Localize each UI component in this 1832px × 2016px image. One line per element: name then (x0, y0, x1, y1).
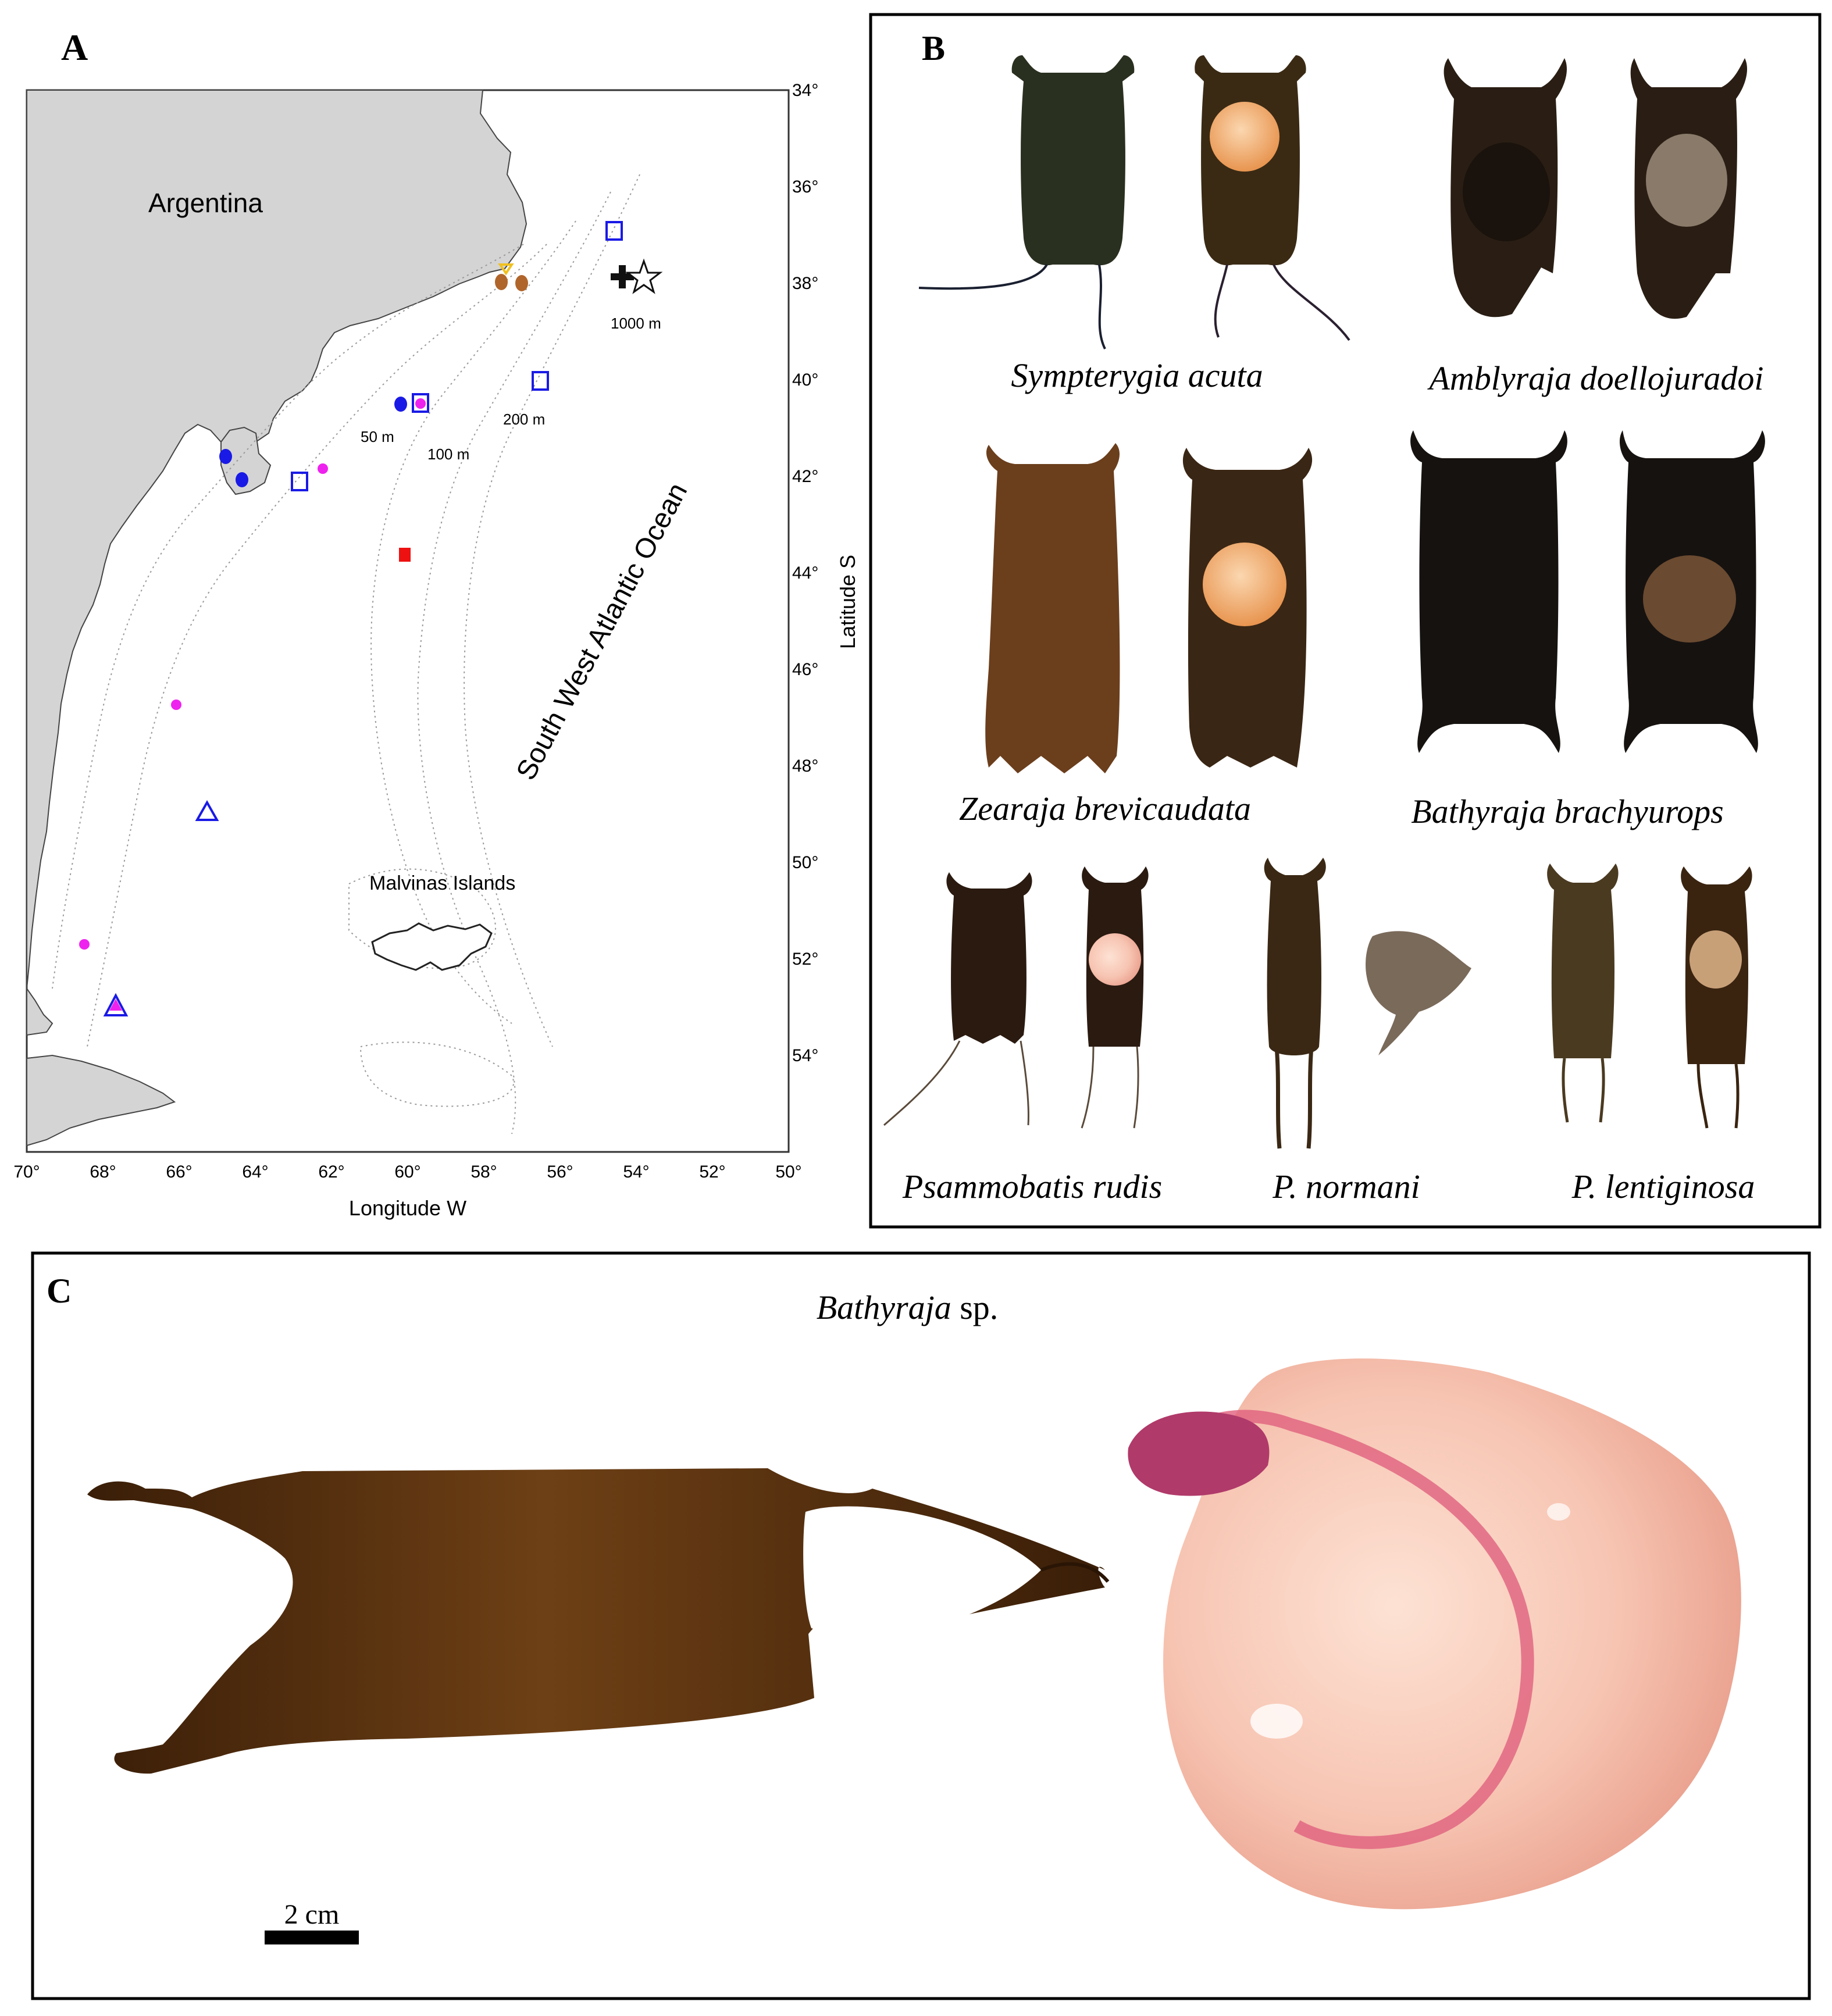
marker-magenta-triangle (109, 999, 122, 1011)
lat-tick: 40° (792, 370, 818, 390)
marker-magenta-dot (318, 463, 328, 474)
embryo-p-normani (1366, 931, 1471, 1055)
tierra-del-fuego (26, 1054, 176, 1147)
species-label-psammobatis-rudis: Psammobatis rudis (902, 1168, 1162, 1205)
panel-a-label: A (61, 27, 88, 68)
marker-magenta-dot (415, 398, 426, 409)
lon-tick: 68° (90, 1162, 116, 1182)
lat-tick: 48° (792, 757, 818, 776)
lon-tick: 70° (13, 1162, 40, 1182)
marker-blue-square (291, 472, 308, 491)
malvinas-islands (371, 922, 493, 971)
isobath-label-200: 200 m (503, 411, 545, 428)
marker-star (625, 258, 663, 294)
lat-tick: 54° (792, 1046, 818, 1065)
lat-tick: 46° (792, 660, 818, 679)
capsule-zearaja-open (1182, 448, 1313, 768)
scale-bar-label: 2 cm (284, 1899, 340, 1930)
isobath-label-50: 50 m (361, 428, 394, 445)
marker-red-square (399, 548, 411, 562)
marker-blue-dot (394, 397, 407, 412)
capsule-edge (1040, 1562, 1110, 1583)
latitude-ticks: 34° 36° 38° 40° 42° 44° 46° 48° 50° 52° … (792, 81, 818, 1065)
species-label-p-normani: P. normani (1272, 1168, 1420, 1205)
longitude-ticks: 70° 68° 66° 64° 62° 60° 58° 56° 54° 52° … (13, 1162, 801, 1182)
species-label-sympterygia: Sympterygia acuta (1011, 356, 1263, 394)
islands-label: Malvinas Islands (369, 872, 515, 894)
capsule-bathyraja-b-open (1619, 430, 1765, 753)
capsule-psammobatis-rudis-open (1081, 866, 1149, 1129)
isobath-label-100: 100 m (427, 445, 469, 463)
species-label-p-lentiginosa: P. lentiginosa (1571, 1168, 1755, 1205)
capsule-p-lentiginosa-open (1681, 866, 1752, 1129)
lon-tick: 52° (699, 1162, 725, 1182)
marker-blue-dot (236, 472, 248, 487)
panel-b: B Sympterygia acuta Amblyraja doellojura… (869, 13, 1822, 1229)
panel-c: C Bathyraja sp. 2 cm (31, 1251, 1811, 2000)
lon-tick: 62° (318, 1162, 344, 1182)
y-axis-title: Latitude S (836, 555, 860, 649)
marker-magenta-dot (171, 700, 181, 710)
x-axis-title: Longitude W (349, 1196, 466, 1220)
lat-tick: 44° (792, 563, 818, 583)
isobath-label-1000: 1000 m (611, 315, 661, 332)
lat-tick: 50° (792, 853, 818, 872)
species-label-bathyraja-brachyurops: Bathyraja brachyurops (1411, 793, 1724, 830)
lon-tick: 56° (547, 1162, 573, 1182)
panel-a: A Argentina Malvinas Islands South West … (13, 27, 860, 1220)
map-markers (79, 221, 663, 1016)
strait-coast (26, 986, 54, 1036)
lon-tick: 60° (394, 1162, 420, 1182)
scale-bar (265, 1931, 359, 1944)
species-label-amblyraja: Amblyraja doellojuradoi (1427, 359, 1763, 397)
capsule-opening (803, 1506, 1041, 1635)
marker-blue-triangle (195, 800, 219, 821)
marker-blue-triangle (103, 993, 129, 1016)
bathyraja-yolk (1128, 1358, 1741, 1910)
marker-magenta-dot (79, 939, 90, 950)
capsule-p-normani (1264, 858, 1326, 1149)
capsule-sympterygia-open (1195, 55, 1350, 341)
lat-tick: 38° (792, 274, 818, 293)
panel-c-label: C (47, 1272, 72, 1310)
lon-tick: 66° (166, 1162, 192, 1182)
marker-blue-dot (219, 449, 232, 464)
lat-tick: 52° (792, 950, 818, 969)
panel-c-title-genus: Bathyraja (817, 1289, 951, 1326)
panel-b-label: B (922, 29, 945, 67)
lat-tick: 34° (792, 81, 818, 100)
lat-tick: 36° (792, 177, 818, 197)
marker-blue-square (605, 221, 623, 241)
capsule-zearaja-empty (985, 443, 1120, 773)
marker-brown-dot (515, 275, 528, 291)
isobaths (52, 174, 640, 1134)
isobath-labels: 50 m 100 m 200 m 1000 m (361, 315, 661, 463)
marker-black-cross (611, 265, 634, 288)
capsule-bathyraja-b-empty (1410, 430, 1567, 753)
panel-c-title-suffix: sp. (951, 1289, 999, 1326)
species-label-zearaja: Zearaja brevicaudata (959, 790, 1251, 827)
capsule-psammobatis-rudis-empty (883, 872, 1032, 1126)
marker-blue-square (532, 371, 549, 391)
capsule-sympterygia-empty (918, 55, 1135, 349)
lon-tick: 64° (242, 1162, 268, 1182)
lon-tick: 58° (471, 1162, 497, 1182)
marker-brown-dot (495, 274, 508, 290)
panel-c-title: Bathyraja sp. (817, 1289, 999, 1326)
country-label: Argentina (148, 188, 263, 218)
marker-yellow-triangle (498, 263, 514, 276)
capsule-p-lentiginosa-empty (1547, 864, 1619, 1123)
lon-tick: 54° (623, 1162, 649, 1182)
lat-tick: 42° (792, 467, 818, 486)
capsule-amblyraja-open (1630, 58, 1748, 319)
lon-tick: 50° (775, 1162, 801, 1182)
capsule-amblyraja-empty (1443, 58, 1567, 317)
marker-blue-square (412, 393, 429, 413)
peninsula (220, 426, 272, 495)
